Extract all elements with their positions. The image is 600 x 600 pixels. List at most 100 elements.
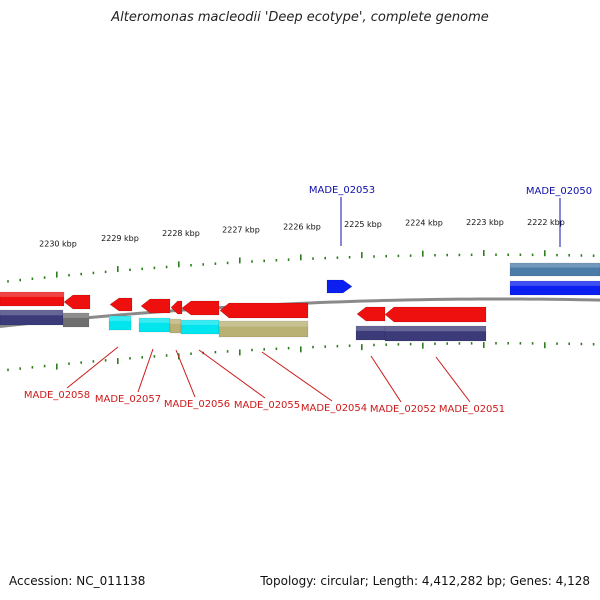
outer-tick [300,254,302,261]
inner-tick [165,354,168,357]
inner-tick [80,361,82,364]
inner-tick [507,342,509,345]
cds-made-02056-a [140,298,171,314]
scale-label-2230-kbp: 2230 kbp [39,239,77,248]
cds-made-02050 [509,280,600,296]
inner-tick [239,349,241,356]
inner-tick [263,348,265,351]
outer-tick [141,267,143,271]
outer-tick [544,250,546,257]
inner-tick [92,360,95,363]
gene-made-02056-a-highlight [139,318,170,323]
inner-tick [56,363,58,370]
inner-tick [434,342,436,345]
gene-made-02058-highlight [63,313,89,318]
inner-tick [495,342,497,345]
label-leaders [66,197,561,403]
outer-tick [458,253,461,257]
leader-made-02056 [175,349,196,398]
cds-made-02053 [326,279,353,294]
gene-label-made-02058: MADE_02058 [24,390,90,401]
gene-made-02057 [108,315,132,331]
inner-tick [531,342,534,345]
outer-tick [324,256,326,260]
inner-tick [19,367,21,370]
inner-tick [483,342,485,349]
gene-made-02057-highlight [109,316,131,321]
outer-tick [287,258,290,261]
outer-tick [373,255,375,258]
gene-left-continuation-highlight [0,310,63,316]
leader-made-02051 [435,356,471,403]
cds-made-02058 [63,294,91,310]
inner-tick [43,364,46,368]
inner-tick [141,356,143,359]
outer-tick [178,261,180,268]
inner-tick [446,342,448,345]
inner-tick [68,362,70,365]
inner-tick [568,342,570,346]
gene-label-made-02054: MADE_02054 [301,403,367,414]
outer-tick [495,253,497,257]
cds-left-continuation [0,291,65,307]
inner-tick [348,344,351,347]
inner-tick [373,343,375,347]
inner-tick [397,343,400,346]
inner-tick [275,347,278,350]
scale-label-2225-kbp: 2225 kbp [344,220,382,229]
inner-tick [226,350,229,353]
outer-tick [348,255,351,259]
inner-tick [470,342,473,345]
cds-made-02056-b [170,300,183,315]
gene-made-02054 [218,320,309,338]
cds-made-02052 [356,306,386,322]
inner-tick [31,366,34,369]
leader-made-02057 [137,348,154,393]
outer-tick [409,254,412,257]
outer-tick [68,273,70,277]
inner-tick [592,342,595,346]
inner-tick [458,342,461,345]
gene-made-02051 [384,325,487,342]
cds-left-continuation-highlight [0,292,64,297]
inner-tick [153,355,156,358]
outer-tick [470,253,473,257]
gene-made-02056-b-highlight [170,319,181,324]
outer-tick [422,250,424,257]
cds-made-02051 [384,306,487,323]
cds-made-02057 [109,297,133,312]
leader-made-02054 [261,351,333,402]
inner-tick [251,348,253,352]
outer-tick [56,271,58,278]
inner-tick [129,357,131,360]
outer-tick [312,257,314,260]
outer-tick [19,278,21,282]
scale-label-2228-kbp: 2228 kbp [162,229,200,238]
outer-tick [592,254,595,257]
gene-made-02051-highlight [385,326,486,332]
inner-tick [117,358,119,365]
outer-tick [92,271,95,275]
outer-tick [43,276,46,279]
outer-tick [239,257,241,264]
leader-made-02052 [370,355,402,403]
accession-text: Accession: NC_011138 [9,574,146,588]
cds-made-02050-highlight [510,281,600,286]
outer-tick [568,254,570,257]
outer-tick [153,266,156,270]
gene-made-02058 [62,312,90,328]
outer-tick [263,259,265,263]
inner-tick [214,350,217,354]
inner-tick [7,368,9,372]
outer-tick [434,253,436,257]
outer-tick [361,252,363,259]
gene-made-02054-highlight [219,321,308,327]
inner-tick [409,342,412,346]
outer-tick [275,258,278,262]
inner-tick [324,345,326,348]
scale-label-2229-kbp: 2229 kbp [101,234,139,243]
inner-tick [190,352,192,356]
outer-tick [226,261,229,265]
outer-tick [336,256,339,259]
